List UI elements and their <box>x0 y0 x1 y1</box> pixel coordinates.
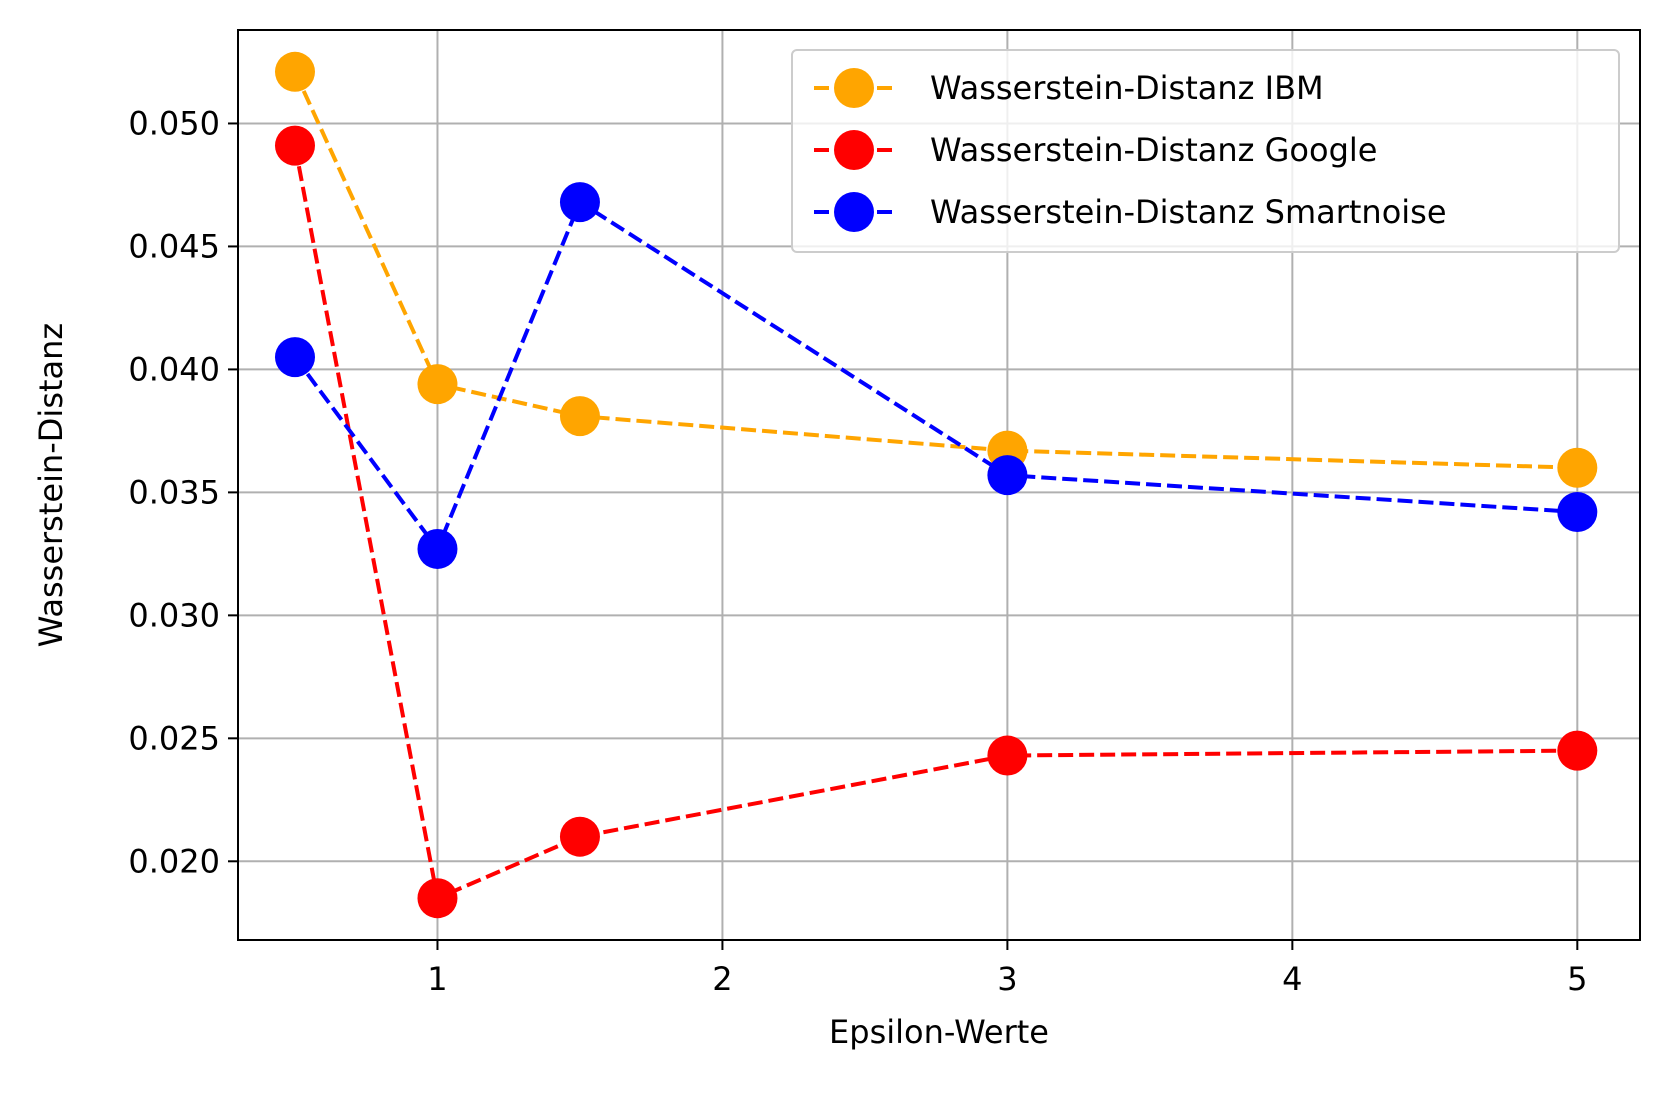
x-tick-label: 1 <box>427 960 447 998</box>
data-point <box>987 735 1028 776</box>
data-point <box>1557 730 1598 771</box>
legend-marker-1 <box>834 130 874 170</box>
data-point <box>417 364 458 405</box>
legend-marker-2 <box>834 192 874 232</box>
data-point <box>559 816 600 857</box>
x-tick-label: 4 <box>1282 960 1302 998</box>
data-point <box>274 125 315 166</box>
y-tick-label: 0.025 <box>128 719 220 757</box>
data-point <box>559 182 600 223</box>
data-point <box>559 396 600 437</box>
y-tick-label: 0.030 <box>128 596 220 634</box>
y-tick-label: 0.020 <box>128 842 220 880</box>
data-point <box>1557 447 1598 488</box>
y-tick-label: 0.035 <box>128 473 220 511</box>
legend-label-2: Wasserstein-Distanz Smartnoise <box>930 193 1447 231</box>
data-point <box>274 51 315 92</box>
x-tick-label: 2 <box>712 960 732 998</box>
data-point <box>417 528 458 569</box>
x-tick-label: 3 <box>997 960 1017 998</box>
y-tick-label: 0.045 <box>128 227 220 265</box>
y-tick-label: 0.040 <box>128 350 220 388</box>
x-tick-label: 5 <box>1567 960 1587 998</box>
legend-box <box>791 49 1620 253</box>
axis-ticks: 1 2 3 4 5 0.020 0.025 0.030 0.035 0.040 0.045 0.050 <box>128 104 1587 998</box>
y-tick-label: 0.050 <box>128 104 220 142</box>
x-axis-label: Epsilon-Werte <box>829 1013 1049 1051</box>
data-point <box>274 337 315 378</box>
legend-label-1: Wasserstein-Distanz Google <box>930 131 1377 169</box>
legend-label-0: Wasserstein-Distanz IBM <box>930 69 1324 107</box>
plot-frame <box>237 29 1641 941</box>
y-axis-label: Wasserstein-Distanz <box>32 323 70 647</box>
data-point <box>1557 492 1598 533</box>
legend: Wasserstein-Distanz IBM Wasserstein-Dista… <box>791 49 1620 253</box>
data-point <box>987 455 1028 496</box>
series-line-1 <box>293 145 1578 902</box>
series-layer <box>274 51 1598 919</box>
legend-marker-0 <box>834 68 874 108</box>
data-point <box>417 878 458 919</box>
